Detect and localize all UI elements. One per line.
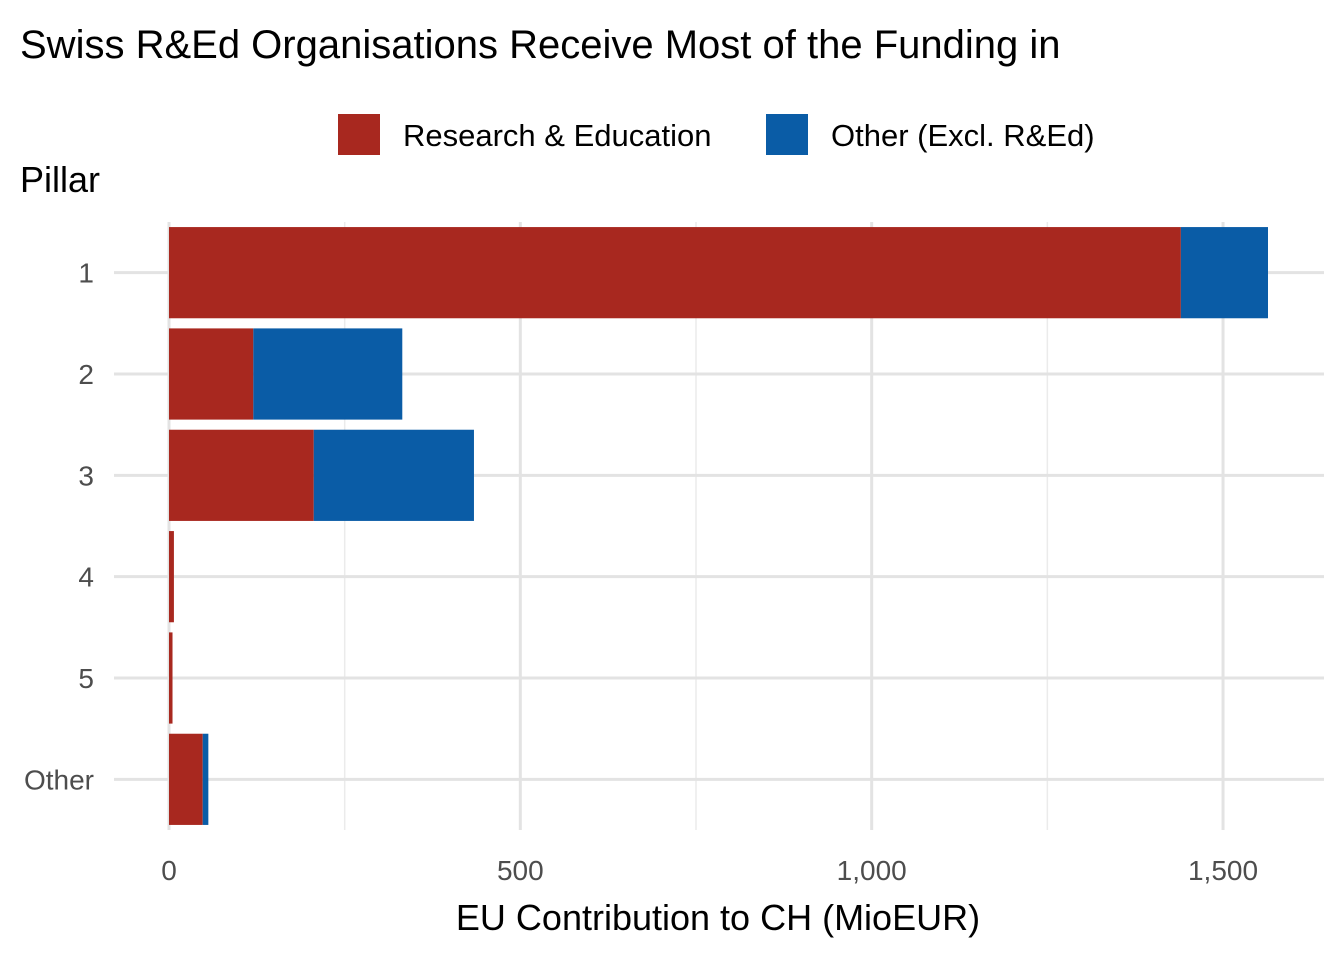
x-tick-labels: 0 500 1,000 1,500 — [161, 855, 1258, 886]
grid — [114, 222, 1324, 830]
y-tick-label: 4 — [78, 562, 94, 593]
y-tick-label: Other — [24, 764, 94, 795]
legend-label: Research & Education — [403, 118, 711, 153]
legend-swatch — [766, 114, 808, 155]
y-tick-label: 3 — [78, 460, 94, 491]
legend-label: Other (Excl. R&Ed) — [831, 118, 1095, 153]
y-tick-labels: 1 2 3 4 5 Other — [24, 258, 94, 796]
y-tick-label: 2 — [78, 359, 94, 390]
bar-other-other — [202, 733, 209, 825]
x-tick-label: 1,500 — [1188, 855, 1258, 886]
bar-other-1 — [1180, 227, 1268, 319]
x-tick-label: 500 — [497, 855, 544, 886]
legend-swatch — [338, 114, 380, 155]
bar-research-education-other — [169, 733, 203, 825]
y-axis-title: Pillar — [20, 159, 100, 200]
bar-other-2 — [253, 328, 403, 420]
bars — [169, 227, 1268, 825]
y-tick-label: 1 — [78, 258, 94, 289]
x-axis-title: EU Contribution to CH (MioEUR) — [456, 897, 980, 938]
bar-other-3 — [313, 429, 474, 521]
y-tick-label: 5 — [78, 663, 94, 694]
x-tick-label: 0 — [161, 855, 177, 886]
x-tick-label: 1,000 — [837, 855, 907, 886]
bar-research-education-3 — [169, 429, 314, 521]
legend: Research & Education Other (Excl. R&Ed) — [338, 114, 1095, 155]
bar-research-education-4 — [169, 531, 174, 623]
chart-title: Swiss R&Ed Organisations Receive Most of… — [20, 23, 1061, 67]
bar-research-education-5 — [169, 632, 173, 724]
bar-research-education-2 — [169, 328, 254, 420]
bar-research-education-1 — [169, 227, 1181, 319]
